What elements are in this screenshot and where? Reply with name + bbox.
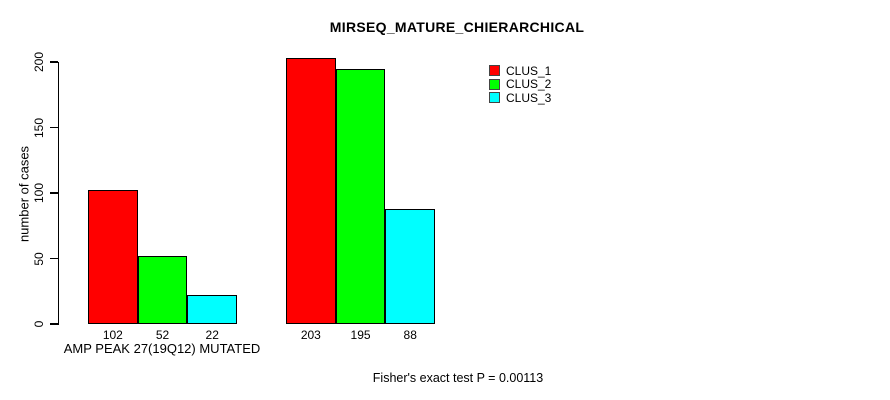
bar-value-label: 52: [155, 328, 170, 342]
bar-value-label: 102: [102, 328, 123, 342]
legend-swatch-clus-2: [489, 78, 500, 90]
y-tick: [50, 257, 58, 260]
bar-value-label: 203: [300, 328, 321, 342]
legend-label-clus-3: CLUS_3: [506, 90, 552, 105]
bar-value-label: 88: [403, 328, 417, 342]
y-axis-line: [58, 62, 60, 325]
y-tick-label: 200: [32, 51, 46, 73]
bar-value-label: 22: [205, 328, 219, 342]
chart-title: MIRSEQ_MATURE_CHIERARCHICAL: [329, 19, 585, 35]
legend-swatch-clus-3: [489, 92, 500, 104]
y-tick: [50, 192, 58, 194]
y-tick: [50, 61, 58, 63]
y-tick-label: 150: [32, 117, 46, 138]
y-tick: [50, 323, 58, 325]
bar-clus_2-group2: [335, 68, 386, 324]
bar-clus_1-group2: [286, 58, 336, 324]
legend-swatch-clus-1: [489, 65, 500, 77]
legend: CLUS_1 CLUS_2 CLUS_3: [489, 64, 551, 105]
bar-clus_3-group2: [385, 208, 436, 324]
bar-value-label: 195: [350, 328, 371, 342]
bar-clus_2-group1: [137, 255, 188, 324]
legend-label-clus-2: CLUS_2: [506, 77, 552, 92]
legend-item-clus-3: CLUS_3: [489, 91, 551, 105]
legend-item-clus-1: CLUS_1: [489, 64, 551, 78]
legend-item-clus-2: CLUS_2: [489, 78, 551, 92]
y-tick: [50, 126, 58, 129]
bar-clus_3-group1: [187, 295, 238, 324]
pvalue-caption: Fisher's exact test P = 0.00113: [372, 371, 544, 385]
legend-label-clus-1: CLUS_1: [506, 63, 552, 78]
y-tick-label: 100: [32, 182, 46, 204]
y-axis-label: number of cases: [16, 145, 32, 243]
y-tick-label: 0: [32, 320, 46, 328]
bar-clus_1-group1: [88, 190, 138, 324]
y-tick-label: 50: [32, 251, 46, 266]
x-group-label: AMP PEAK 27(19Q12) MUTATED: [63, 341, 261, 356]
